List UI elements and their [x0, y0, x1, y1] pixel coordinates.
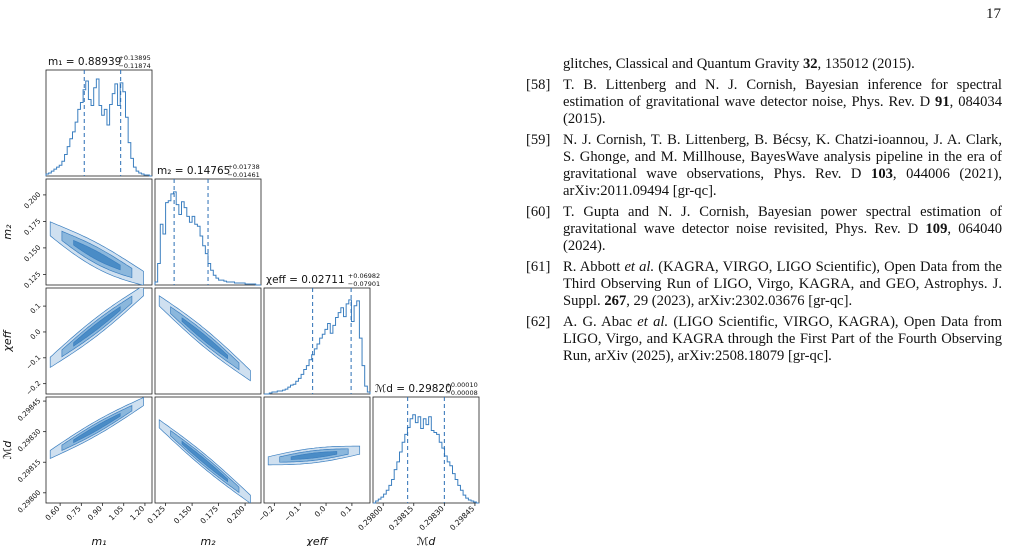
hist-m1 [45, 78, 152, 177]
err-minus-M_d: −0.00008 [445, 389, 477, 397]
xtick-label-m2-0: 0.125 [145, 504, 167, 526]
ytick-label-M_d-3: 0.29845 [16, 397, 42, 423]
title-M_d: ℳd = 0.29820 [375, 383, 452, 395]
err-plus-chi_eff: +0.06982 [348, 272, 380, 280]
xtick-label-chi_eff-1: −0.1 [282, 504, 301, 523]
ytick-label-m2-0: 0.125 [23, 270, 43, 290]
xtick-label-M_d-0: 0.29800 [356, 504, 384, 532]
xtick-label-M_d-2: 0.29830 [417, 504, 445, 532]
contour-m2-chi_eff-2 [181, 317, 228, 360]
ytick-label-m2-3: 0.200 [23, 191, 43, 211]
reference-59: [59] N. J. Cornish, T. B. Littenberg, B. … [526, 132, 1002, 199]
title-chi_eff: χeff = 0.02711 [266, 274, 345, 286]
reference-fragment: glitches, Classical and Quantum Gravity … [563, 56, 915, 72]
ytick-label-M_d-2: 0.29830 [16, 427, 42, 453]
xlabel-M_d: ℳd [417, 535, 437, 546]
contour-m1-m2-2 [73, 239, 121, 271]
xlabel-chi_eff: χeff [305, 535, 328, 546]
title-m1: m₁ = 0.88939 [48, 56, 121, 68]
err-plus-m1: +0.13895 [118, 54, 150, 62]
page-number: 17 [986, 6, 1001, 22]
panel-m2-M_d [154, 396, 262, 504]
xtick-label-m1-4: 1.20 [128, 504, 146, 522]
xtick-label-M_d-1: 0.29815 [387, 504, 415, 532]
xtick-label-m2-1: 0.150 [172, 504, 194, 526]
xtick-label-M_d-3: 0.29845 [448, 504, 476, 532]
ytick-label-chi_eff-3: 0.1 [29, 302, 43, 316]
ylabel-m2: m₂ [1, 224, 14, 240]
contour-chi_eff-M_d-2 [290, 451, 338, 460]
xtick-label-m1-3: 1.05 [107, 504, 125, 522]
err-minus-chi_eff: −0.07901 [348, 280, 380, 288]
ytick-label-M_d-1: 0.29815 [16, 458, 42, 484]
panel-m1-M_d [45, 396, 153, 504]
err-plus-m2: +0.01738 [227, 163, 259, 171]
hist-chi_eff [264, 299, 371, 395]
hist-frame-m1 [45, 69, 153, 177]
ytick-label-chi_eff-0: −0.2 [25, 379, 43, 397]
corner-plot: m₁ = 0.88939+0.13895−0.11874 m₂ = 0.14765… [1, 54, 480, 546]
err-plus-M_d: +0.00010 [445, 381, 477, 389]
panel-m2-chi_eff [154, 287, 262, 395]
xlabel-m1: m₁ [91, 535, 106, 546]
title-m2: m₂ = 0.14765 [157, 165, 230, 177]
xlabel-m2: m₂ [200, 535, 216, 546]
ylabel-M_d: ℳd [1, 440, 14, 460]
err-minus-m2: −0.01461 [227, 171, 259, 179]
hist-frame-M_d [372, 396, 480, 504]
ytick-label-m2-1: 0.150 [23, 244, 43, 264]
contour-m1-M_d-2 [73, 412, 121, 444]
xtick-label-m1-2: 0.90 [86, 504, 104, 522]
xtick-label-chi_eff-3: 0.1 [339, 504, 354, 519]
hist-frame-chi_eff [263, 287, 371, 395]
contour-m2-M_d-2 [181, 440, 228, 483]
hist-m2 [154, 191, 261, 286]
xtick-label-m2-2: 0.175 [198, 504, 220, 526]
reference-60: [60] T. Gupta and N. J. Cornish, Bayesian… [526, 204, 1003, 254]
contour-m1-chi_eff-2 [73, 306, 121, 347]
ytick-label-m2-2: 0.175 [23, 217, 43, 237]
ytick-label-chi_eff-1: −0.1 [25, 354, 43, 372]
ylabel-chi_eff: χeff [1, 329, 14, 352]
panel-m1-chi_eff [45, 287, 153, 395]
panel-m1-m2 [45, 178, 153, 286]
panel-chi_eff-M_d [263, 396, 371, 504]
xtick-label-m1-1: 0.75 [65, 504, 83, 522]
xtick-label-m2-3: 0.200 [225, 504, 247, 526]
xtick-label-m1-0: 0.60 [43, 504, 61, 522]
reference-58: [58] T. B. Littenberg and N. J. Cornish, … [526, 77, 1002, 127]
reference-list: glitches, Classical and Quantum Gravity … [526, 56, 1002, 369]
err-minus-m1: −0.11874 [118, 62, 150, 70]
reference-62: [62] A. G. Abac et al. (LIGO Scientific, … [526, 314, 1002, 364]
hist-M_d [373, 414, 479, 504]
xtick-label-chi_eff-2: 0.0 [313, 504, 328, 519]
xtick-label-chi_eff-0: −0.2 [257, 504, 276, 523]
ytick-label-M_d-0: 0.29800 [16, 489, 42, 515]
reference-61: [61] R. Abbott et al. (KAGRA, VIRGO, LIGO… [526, 259, 1002, 309]
ytick-label-chi_eff-2: 0.0 [29, 328, 43, 342]
